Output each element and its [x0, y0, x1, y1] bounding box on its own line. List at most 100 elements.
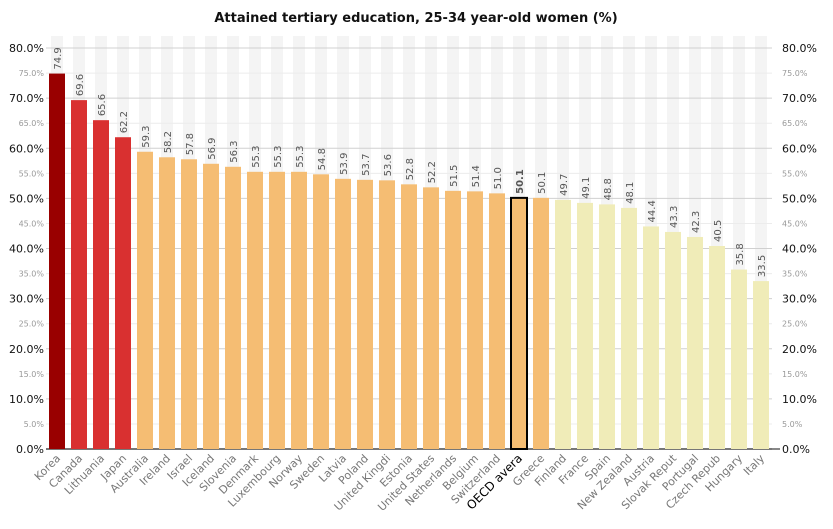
- bar-ireland[interactable]: [159, 157, 175, 449]
- y-tick-label-right: 30.0%: [782, 293, 817, 306]
- value-label: 55.3: [273, 146, 284, 168]
- value-label: 69.6: [75, 74, 86, 96]
- y-tick-label-right: 70.0%: [782, 92, 817, 105]
- y-tick-label-left: 20.0%: [9, 343, 44, 356]
- value-label: 52.2: [427, 161, 438, 183]
- value-label: 57.8: [185, 133, 196, 155]
- bar-united-states[interactable]: [423, 187, 439, 449]
- value-label: 49.1: [581, 177, 592, 199]
- bar-korea[interactable]: [49, 73, 65, 449]
- y-minor-tick-label-left: 65.0%: [19, 119, 45, 128]
- bar-france[interactable]: [577, 202, 593, 449]
- y-minor-tick-label-right: 65.0%: [782, 119, 808, 128]
- y-minor-tick-label-right: 35.0%: [782, 270, 808, 279]
- value-label: 42.3: [691, 211, 702, 233]
- bar-switzerland[interactable]: [489, 193, 505, 449]
- bar-poland[interactable]: [357, 179, 373, 450]
- y-minor-tick-label-right: 15.0%: [782, 370, 808, 379]
- bar-slovak-reput[interactable]: [665, 231, 681, 449]
- bar-latvia[interactable]: [335, 178, 351, 450]
- y-tick-label-left: 50.0%: [9, 192, 44, 205]
- y-minor-tick-label-right: 5.0%: [782, 420, 803, 429]
- y-minor-tick-label-left: 35.0%: [19, 270, 45, 279]
- y-tick-label-right: 20.0%: [782, 343, 817, 356]
- value-label: 54.8: [317, 148, 328, 170]
- value-label: 50.1: [537, 172, 548, 194]
- y-tick-label-right: 80.0%: [782, 42, 817, 55]
- y-tick-label-left: 80.0%: [9, 42, 44, 55]
- bar-canada[interactable]: [71, 100, 87, 449]
- bar-spain[interactable]: [599, 204, 615, 449]
- bar-oecd-avera[interactable]: [510, 196, 528, 450]
- bar-luxembourg[interactable]: [269, 171, 285, 449]
- y-tick-label-left: 40.0%: [9, 243, 44, 256]
- value-label: 50.1: [515, 169, 526, 194]
- value-label: 52.8: [405, 158, 416, 180]
- x-tick-label: Italy: [741, 452, 767, 478]
- bar-finland[interactable]: [555, 199, 571, 449]
- value-label: 59.3: [141, 125, 152, 147]
- bar-new-zealand[interactable]: [621, 207, 637, 449]
- bar-united-kingdi[interactable]: [379, 180, 395, 449]
- y-tick-label-left: 60.0%: [9, 142, 44, 155]
- value-label: 51.5: [449, 165, 460, 187]
- bar-iceland[interactable]: [203, 163, 219, 449]
- value-label: 48.8: [603, 178, 614, 200]
- value-label: 40.5: [713, 220, 724, 242]
- bar-italy[interactable]: [753, 281, 769, 449]
- y-tick-label-right: 40.0%: [782, 243, 817, 256]
- bar-greece[interactable]: [533, 197, 549, 449]
- value-label: 51.0: [493, 167, 504, 189]
- bar-belgium[interactable]: [467, 191, 483, 450]
- value-label: 48.1: [625, 182, 636, 204]
- y-minor-tick-label-right: 75.0%: [782, 69, 808, 78]
- bar-austria[interactable]: [643, 226, 659, 449]
- value-label: 62.2: [119, 111, 130, 133]
- bar-netherlands[interactable]: [445, 190, 461, 449]
- y-tick-label-right: 0.0%: [782, 443, 810, 456]
- y-minor-tick-label-left: 55.0%: [19, 169, 45, 178]
- value-label: 58.2: [163, 131, 174, 153]
- bar-hungary[interactable]: [731, 269, 747, 449]
- value-label: 53.9: [339, 153, 350, 175]
- bar-norway[interactable]: [291, 171, 307, 449]
- value-label: 53.7: [361, 154, 372, 176]
- bar-czech-repub[interactable]: [709, 245, 725, 449]
- y-tick-label-left: 10.0%: [9, 393, 44, 406]
- bar-israel[interactable]: [181, 159, 197, 449]
- bar-australia[interactable]: [137, 151, 153, 450]
- bar-denmark[interactable]: [247, 171, 263, 449]
- bar-japan[interactable]: [115, 137, 131, 449]
- y-tick-label-right: 50.0%: [782, 192, 817, 205]
- y-minor-tick-label-left: 15.0%: [19, 370, 45, 379]
- value-label: 35.8: [735, 243, 746, 265]
- y-minor-tick-label-left: 5.0%: [24, 420, 45, 429]
- value-label: 51.4: [471, 165, 482, 187]
- value-label: 33.5: [757, 255, 768, 277]
- y-minor-tick-label-right: 45.0%: [782, 219, 808, 228]
- y-minor-tick-label-right: 25.0%: [782, 320, 808, 329]
- bar-lithuania[interactable]: [93, 120, 109, 450]
- value-label: 49.7: [559, 174, 570, 196]
- y-tick-label-right: 10.0%: [782, 393, 817, 406]
- value-label: 44.4: [647, 200, 658, 222]
- value-label: 65.6: [97, 94, 108, 116]
- y-tick-label-right: 60.0%: [782, 142, 817, 155]
- y-minor-tick-label-left: 25.0%: [19, 320, 45, 329]
- y-minor-tick-label-left: 75.0%: [19, 69, 45, 78]
- value-label: 74.9: [53, 47, 64, 69]
- chart-title: Attained tertiary education, 25-34 year-…: [214, 11, 617, 26]
- value-label: 55.3: [251, 146, 262, 168]
- y-minor-tick-label-right: 55.0%: [782, 169, 808, 178]
- y-minor-tick-label-left: 45.0%: [19, 219, 45, 228]
- y-tick-label-left: 70.0%: [9, 92, 44, 105]
- bar-portugal[interactable]: [687, 236, 703, 449]
- bar-estonia[interactable]: [401, 184, 417, 449]
- value-label: 56.3: [229, 141, 240, 163]
- y-tick-label-left: 30.0%: [9, 293, 44, 306]
- bar-sweden[interactable]: [313, 174, 329, 449]
- bar-slovenia[interactable]: [225, 166, 241, 449]
- value-label: 56.9: [207, 138, 218, 160]
